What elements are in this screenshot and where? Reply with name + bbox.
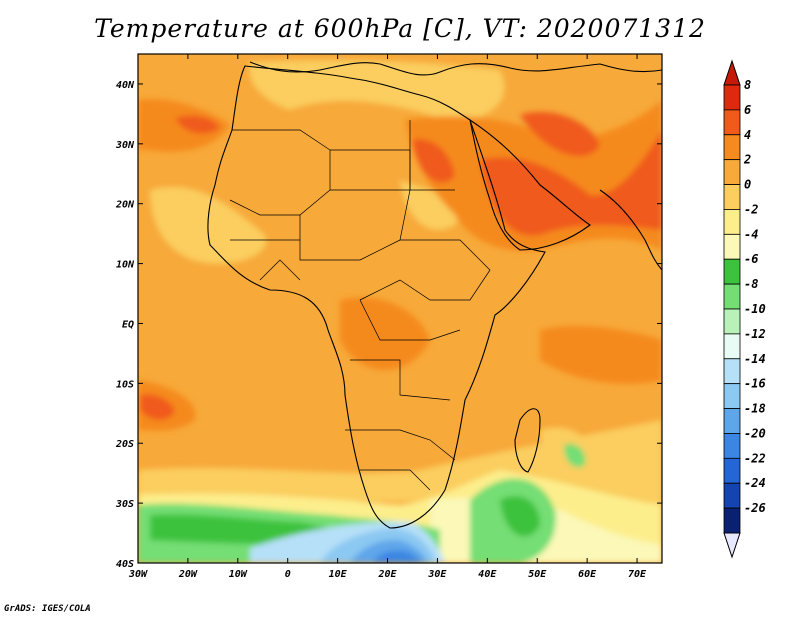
colorbar-swatch (723, 333, 741, 360)
colorbar-label: 8 (744, 78, 751, 92)
colorbar-label: -6 (744, 252, 758, 266)
temperature-field (138, 54, 662, 563)
lat-tick-label: 20S (115, 439, 134, 450)
lon-tick-label: 50E (528, 569, 547, 580)
colorbar-swatch (723, 433, 741, 459)
latitude-axis: 40N 30N 20N 10N EQ 10S 20S 30S 40S (115, 80, 662, 570)
colorbar-label: -22 (744, 451, 766, 465)
colorbar-label: -16 (744, 377, 766, 391)
colorbar: 8 6 4 2 0 -2 -4 -6 -8 -10 -12 -14 -16 -18 -20 -22 -24 -26 (723, 59, 766, 559)
lat-tick-label: 30S (115, 499, 134, 510)
grads-credit: GrADS: IGES/COLA (4, 604, 91, 614)
colorbar-swatch (723, 283, 741, 310)
lat-tick-label: 20N (115, 200, 135, 211)
madagascar (514, 408, 541, 473)
lat-tick-label: 40N (116, 80, 135, 91)
lon-tick-label: 40E (478, 569, 497, 580)
longitude-axis: 30W 20W 10W 0 10E 20E 30E 40E 50E 60E 70E (128, 54, 647, 580)
arabian-peninsula (469, 118, 591, 251)
colorbar-over-arrow (723, 59, 741, 86)
colorbar-swatch (723, 308, 741, 335)
colorbar-label: 0 (744, 178, 751, 192)
colorbar-label: -20 (744, 426, 766, 440)
colorbar-label: -10 (744, 302, 766, 316)
colorbar-swatch (723, 258, 741, 285)
lon-tick-label: 10E (329, 569, 348, 580)
lon-tick-label: 30E (427, 569, 447, 580)
colorbar-label: -4 (744, 227, 758, 241)
colorbar-under-arrow (723, 532, 741, 559)
lon-tick-label: 60E (578, 569, 597, 580)
colorbar-swatch (723, 184, 741, 210)
colorbar-label: 4 (744, 128, 751, 142)
lat-tick-label: 30N (115, 140, 135, 151)
colorbar-label: 6 (744, 103, 751, 117)
map-frame (137, 53, 663, 564)
africa-coastline (207, 65, 546, 529)
colorbar-swatch (723, 84, 741, 111)
colorbar-label: -14 (744, 352, 766, 366)
coastlines (207, 61, 662, 529)
colorbar-swatch (723, 209, 741, 235)
lon-tick-label: 20E (377, 569, 397, 580)
lat-tick-label: 40S (116, 559, 134, 570)
colorbar-swatch (723, 134, 741, 161)
colorbar-swatch (723, 109, 741, 136)
colorbar-label: -2 (744, 202, 758, 216)
lat-tick-label: 10N (116, 260, 135, 271)
lon-tick-label: 30W (128, 569, 148, 580)
colorbar-swatch (723, 507, 741, 534)
lon-tick-label: 70E (628, 569, 647, 580)
lon-tick-label: 20W (178, 569, 198, 580)
colorbar-swatch (723, 482, 741, 509)
lat-tick-label: 10S (116, 379, 134, 390)
lon-tick-label: 10W (229, 569, 248, 580)
colorbar-swatch (723, 383, 741, 409)
colorbar-swatch (723, 408, 741, 434)
colorbar-swatch (723, 358, 741, 385)
lat-tick-label: EQ (122, 319, 134, 330)
colorbar-label: -24 (744, 476, 766, 490)
colorbar-label: 2 (743, 153, 751, 167)
europe-coast (249, 61, 662, 76)
colorbar-swatch (723, 233, 741, 260)
south-asia-coast (599, 189, 662, 271)
colorbar-label: -12 (744, 327, 766, 341)
colorbar-swatch (723, 159, 741, 185)
colorbar-label: -8 (744, 277, 758, 291)
colorbar-label: -26 (744, 501, 766, 515)
colorbar-swatch (723, 457, 741, 484)
country-borders (229, 120, 491, 491)
lon-tick-label: 0 (285, 569, 291, 580)
colorbar-label: -18 (744, 402, 766, 416)
map-title: Temperature at 600hPa [C], VT: 202007131… (94, 14, 706, 43)
